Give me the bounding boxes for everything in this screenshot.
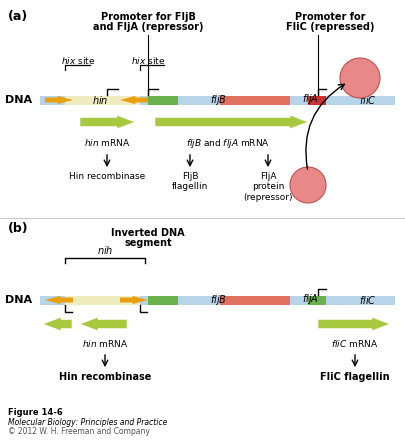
Text: FljA
protein
(repressor): FljA protein (repressor)	[243, 172, 293, 202]
Text: $\it{fliC}$: $\it{fliC}$	[359, 294, 377, 306]
Bar	[308, 96, 326, 105]
Text: Promoter for FljB: Promoter for FljB	[100, 12, 196, 22]
Text: © 2012 W. H. Freeman and Company: © 2012 W. H. Freeman and Company	[8, 427, 150, 436]
FancyArrow shape	[120, 96, 148, 104]
Bar	[65, 96, 140, 105]
FancyArrow shape	[155, 115, 308, 129]
Text: Inverted DNA: Inverted DNA	[111, 228, 185, 238]
FancyArrow shape	[45, 96, 73, 104]
Bar	[40, 96, 395, 105]
Bar	[148, 96, 178, 105]
Text: $\it{nih}$: $\it{nih}$	[97, 244, 113, 256]
Bar	[220, 295, 290, 304]
Text: $\it{hin}$: $\it{hin}$	[92, 94, 108, 106]
Bar	[308, 295, 326, 304]
Text: Molecular Biology: Principles and Practice: Molecular Biology: Principles and Practi…	[8, 418, 167, 427]
Circle shape	[340, 58, 380, 98]
Text: DNA: DNA	[5, 95, 32, 105]
Text: Promoter for: Promoter for	[295, 12, 365, 22]
Text: $\it{hin}$ mRNA: $\it{hin}$ mRNA	[82, 338, 128, 349]
FancyArrow shape	[45, 296, 73, 304]
Bar	[40, 295, 395, 304]
FancyArrow shape	[318, 317, 390, 331]
Text: (a): (a)	[8, 10, 28, 23]
Text: $\it{hix}$ site: $\it{hix}$ site	[131, 55, 165, 66]
Text: $\it{hix}$ site: $\it{hix}$ site	[61, 55, 95, 66]
Bar	[148, 295, 178, 304]
Text: $\it{fljA}$: $\it{fljA}$	[302, 292, 318, 306]
Text: $\it{fljB}$ and $\it{fljA}$ mRNA: $\it{fljB}$ and $\it{fljA}$ mRNA	[186, 137, 270, 150]
FancyArrow shape	[43, 317, 72, 331]
FancyArrow shape	[120, 296, 148, 304]
Text: $\it{fliC}$ mRNA: $\it{fliC}$ mRNA	[331, 338, 379, 349]
Text: $\it{fljB}$: $\it{fljB}$	[209, 93, 226, 107]
Text: $\it{fljA}$: $\it{fljA}$	[302, 93, 318, 106]
Text: segment: segment	[124, 238, 172, 248]
Text: and FljA (repressor): and FljA (repressor)	[93, 22, 203, 32]
Text: (b): (b)	[8, 222, 29, 235]
Text: Figure 14-6: Figure 14-6	[8, 408, 63, 417]
Circle shape	[290, 167, 326, 203]
Text: Hin recombinase: Hin recombinase	[59, 372, 151, 382]
FancyArrow shape	[80, 115, 135, 129]
Bar	[220, 96, 290, 105]
Bar	[65, 295, 140, 304]
Text: $\it{hin}$ mRNA: $\it{hin}$ mRNA	[84, 137, 130, 148]
Text: FliC (repressed): FliC (repressed)	[286, 22, 374, 32]
Text: DNA: DNA	[5, 295, 32, 305]
Text: Hin recombinase: Hin recombinase	[69, 172, 145, 181]
Text: FljB
flagellin: FljB flagellin	[172, 172, 208, 191]
FancyArrow shape	[80, 317, 127, 331]
Text: FliC flagellin: FliC flagellin	[320, 372, 390, 382]
Text: $\it{fljB}$: $\it{fljB}$	[209, 293, 226, 307]
Text: $\it{fliC}$: $\it{fliC}$	[359, 94, 377, 106]
